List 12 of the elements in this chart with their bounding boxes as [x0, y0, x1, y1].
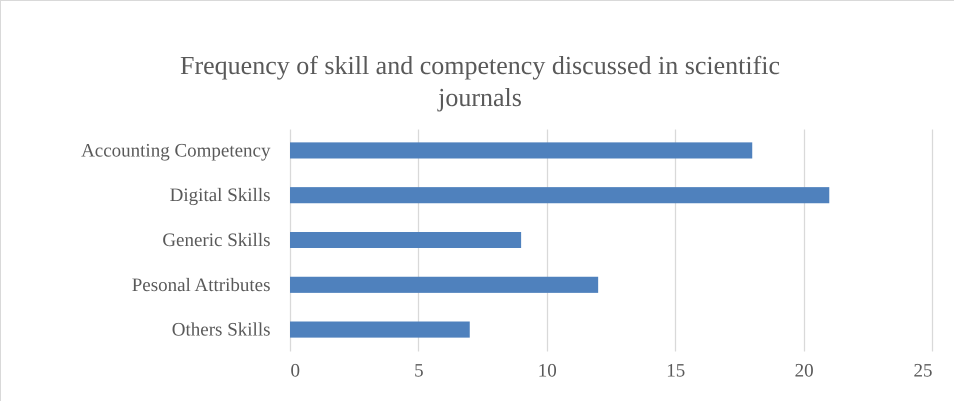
chart-title: Frequency of skill and competency discussed in scientific journals — [180, 51, 780, 112]
x-tick-label: 15 — [666, 360, 686, 382]
x-tick-label: 25 — [914, 360, 932, 382]
y-tick-label: Pesonal Attributes — [132, 274, 270, 296]
y-tick-label: Accounting Competency — [81, 140, 271, 162]
y-tick-label: Others Skills — [172, 320, 270, 341]
y-tick-label: Digital Skills — [170, 185, 270, 206]
x-tick-label: 20 — [794, 360, 814, 382]
x-tick-label: 0 — [290, 360, 300, 382]
x-tick-label: 5 — [414, 360, 424, 382]
x-tick-label: 10 — [538, 360, 557, 382]
y-tick-label: Generic Skills — [162, 230, 270, 251]
